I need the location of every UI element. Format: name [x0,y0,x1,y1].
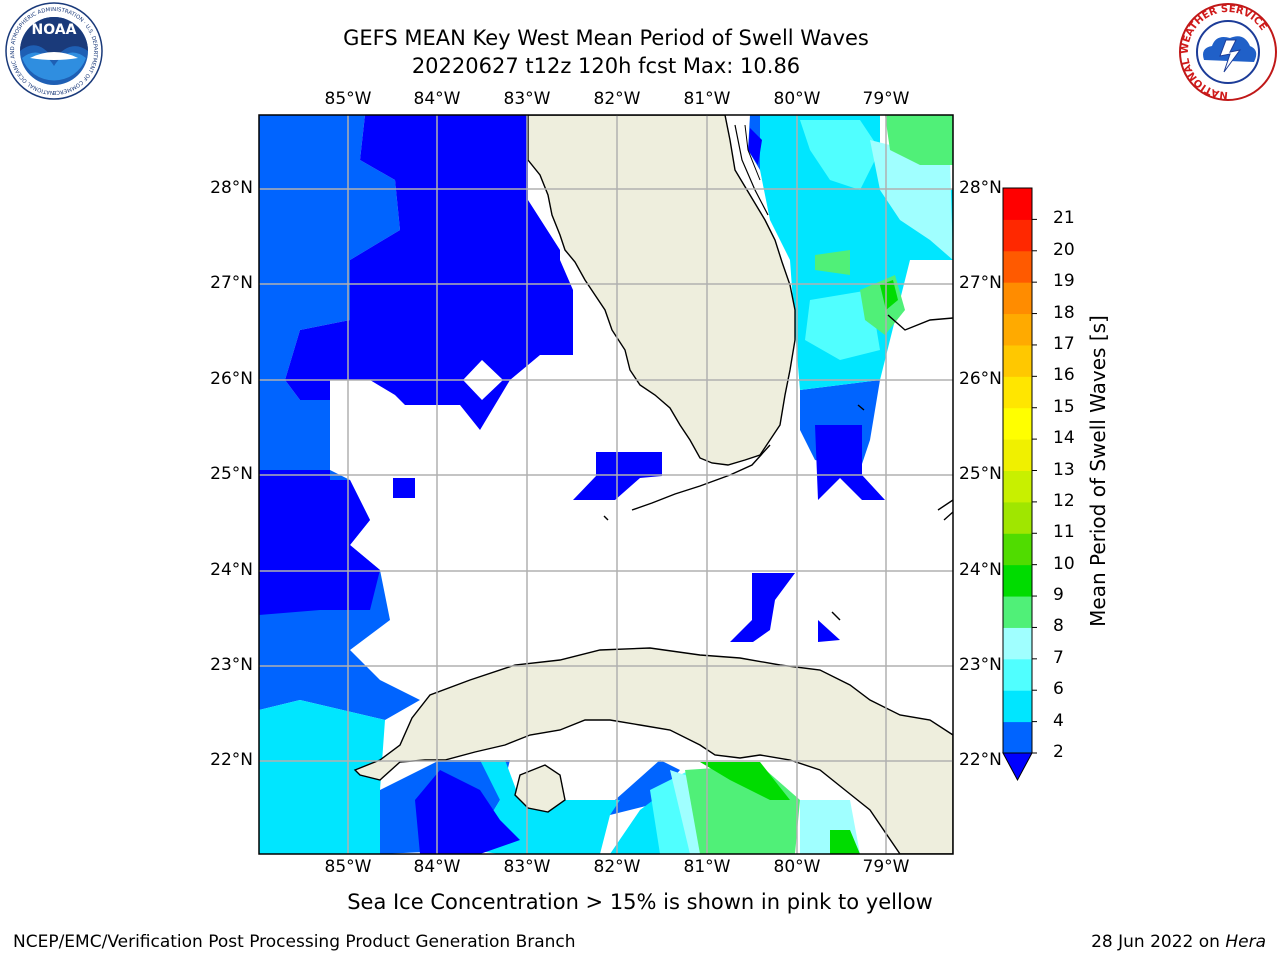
colorbar-swatch [1003,690,1032,723]
colorbar-tick-label: 11 [1053,522,1075,543]
lat-label-right: 27°N [959,273,1002,293]
colorbar-tick-label: 6 [1053,679,1064,700]
colorbar-swatch [1003,596,1032,628]
colorbar-tick-label: 15 [1053,396,1075,417]
map-title: GEFS MEAN Key West Mean Period of Swell … [343,26,869,50]
swell-period-under-2s-fill [259,115,885,854]
lat-label-left: 28°N [210,178,253,198]
lon-label-top: 80°W [773,89,821,109]
colorbar-tick-label: 2 [1053,742,1064,762]
colorbar-tick-label: 9 [1053,585,1064,606]
lat-label-right: 28°N [959,178,1002,198]
lon-label-top: 79°W [862,89,910,109]
footer-host: Hera [1225,932,1266,952]
lat-label-right: 25°N [959,464,1002,484]
colorbar-tick-label: 16 [1053,365,1075,386]
footer-date-text: 28 Jun 2022 on [1091,932,1220,952]
lon-label-top: 81°W [683,89,731,109]
lon-label-bottom: 83°W [503,857,551,877]
colorbar-swatch [1003,407,1032,440]
colorbar [1002,187,1037,782]
lat-label-right: 22°N [959,750,1002,770]
lon-label-bottom: 80°W [773,857,821,877]
colorbar-tick-label: 14 [1053,428,1075,449]
nws-logo: NATIONAL WEATHER SERVICE [1179,3,1277,101]
footer-credit: NCEP/EMC/Verification Post Processing Pr… [13,932,576,952]
sea-ice-note: Sea Ice Concentration > 15% is shown in … [347,890,933,914]
colorbar-tick-label: 19 [1053,271,1075,292]
graticule [259,115,953,854]
lat-label-right: 26°N [959,369,1002,389]
colorbar-tick-label: 20 [1053,239,1075,260]
colorbar-tick-label: 21 [1053,208,1075,229]
colorbar-swatch [1003,188,1032,220]
colorbar-tick-label: 13 [1053,459,1075,480]
colorbar-tick-label: 7 [1053,647,1064,668]
colorbar-under-arrow [1002,752,1033,782]
svg-text:NOAA: NOAA [32,22,77,38]
florida-keys [631,444,771,511]
lon-label-bottom: 84°W [413,857,461,877]
lon-label-top: 83°W [503,89,551,109]
colorbar-swatch [1003,501,1032,534]
colorbar-swatches [1003,188,1032,754]
lat-label-left: 24°N [210,560,253,580]
lat-label-left: 22°N [210,750,253,770]
colorbar-swatch [1003,658,1032,691]
cuba-landmass [353,647,953,854]
colorbar-swatch [1003,376,1032,409]
lat-label-left: 25°N [210,464,253,484]
colorbar-swatch [1003,564,1032,597]
colorbar-tick-label: 4 [1053,710,1064,731]
lat-label-left: 27°N [210,273,253,293]
colorbar-swatch [1003,439,1032,471]
bahamas-islands [887,314,953,331]
colorbar-swatch [1003,533,1032,566]
map-frame [258,114,954,855]
noaa-logo: NOAA NATIONAL OCEANIC AND ATMOSPHERIC AD… [5,2,103,100]
lon-label-bottom: 82°W [593,857,641,877]
colorbar-swatch [1003,470,1032,503]
map-subtitle-forecast: 20220627 t12z 120h fcst Max: 10.86 [411,54,801,78]
lat-label-left: 23°N [210,655,253,675]
lat-label-right: 23°N [959,655,1002,675]
colorbar-tick-label: 18 [1053,302,1075,323]
colorbar-swatch [1003,250,1032,283]
colorbar-tick-label: 12 [1053,490,1075,511]
colorbar-swatch [1003,282,1032,315]
lon-label-bottom: 85°W [324,857,372,877]
lon-label-top: 82°W [593,89,641,109]
footer-date: 28 Jun 2022 on Hera [1091,932,1266,952]
colorbar-swatch [1003,219,1032,252]
lat-label-left: 26°N [210,369,253,389]
colorbar-tick-label: 17 [1053,333,1075,354]
lat-label-right: 24°N [959,560,1002,580]
colorbar-swatch [1003,627,1032,660]
swell-period-9-10s-fill [700,280,898,854]
lon-label-bottom: 81°W [683,857,731,877]
lon-label-top: 84°W [413,89,461,109]
colorbar-tick-label: 8 [1053,616,1064,637]
colorbar-tick-label: 10 [1053,553,1075,574]
lon-label-top: 85°W [324,89,372,109]
colorbar-swatch [1003,344,1032,377]
colorbar-swatch [1003,313,1032,346]
lon-label-bottom: 79°W [862,857,910,877]
colorbar-swatch [1003,721,1032,754]
florida-landmass [527,115,796,466]
colorbar-title: Mean Period of Swell Waves [s] [1086,315,1110,627]
